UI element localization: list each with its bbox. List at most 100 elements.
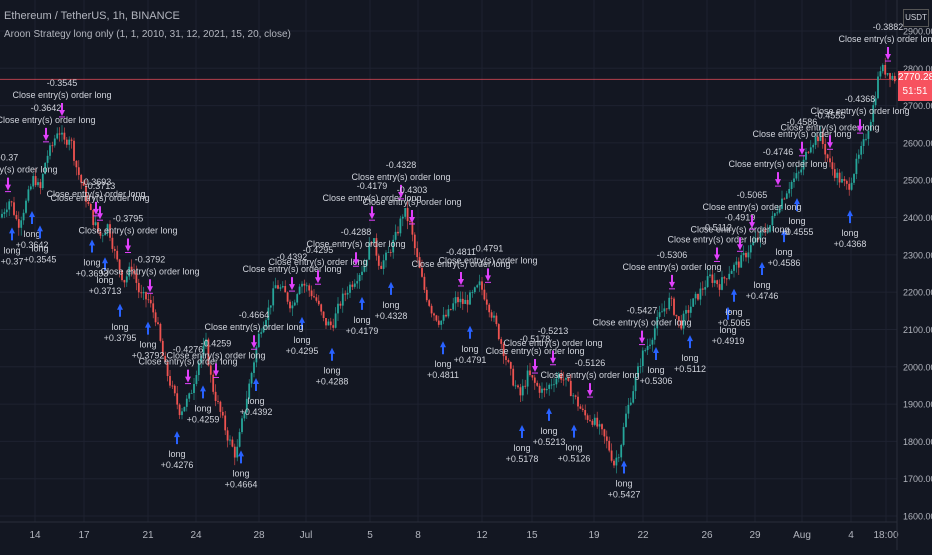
long-entry-arrow [174,431,180,445]
candle-body [466,299,469,305]
long-entry-value: +0.4259 [187,414,220,424]
long-entry-value: +0.5427 [608,489,641,499]
long-entry-value: +0.4664 [225,479,258,489]
candle-body [478,281,481,286]
long-entry-label: long [353,315,370,325]
long-entry-value: +0.4328 [375,311,408,321]
candle-body [725,278,728,280]
candle-body [521,385,524,396]
candle-body [814,136,817,145]
exit-label: Close entry(s) order long [322,193,421,203]
last-price: 2770.28 [898,72,932,83]
candle-body [826,154,829,159]
candle-body [749,245,752,253]
candle-body [77,167,80,175]
candle-body [411,222,414,235]
x-tick-label: 4 [848,530,854,541]
exit-value: -0.5126 [575,358,606,368]
y-tick-label: 2600.00 [903,138,932,148]
long-entry-arrow [519,425,525,439]
exit-arrow [369,206,375,220]
candle-body [133,271,135,274]
y-tick-label: 2900.00 [903,27,932,37]
candle-body [821,131,824,145]
candle-body [315,297,318,301]
candle-body [800,169,803,173]
candle-body [723,277,726,279]
candle-body [668,297,671,310]
candle-body [65,139,68,145]
candle-body [298,286,301,295]
exit-value: -0.4368 [845,94,876,104]
candle-body [745,252,747,258]
candle-body [73,140,75,161]
candle-body [507,359,510,363]
exit-label: Close entry(s) order long [752,129,851,139]
candle-body [291,305,294,309]
candle-body [104,232,107,236]
candle-body [75,160,78,168]
candle-body [207,339,210,366]
candle-body [149,299,152,304]
long-entry-value: +0.5213 [533,437,566,447]
candle-body [805,151,807,160]
candle-body [557,373,560,379]
candle-body [685,309,687,314]
candle-body [692,298,695,307]
candle-body [634,376,637,392]
candle-body [334,313,337,328]
candle-body [214,391,217,401]
candle-body [353,283,356,287]
candle-body [152,303,155,313]
exit-value: -0.4295 [303,245,334,255]
long-entry-arrow [781,229,787,243]
candle-body [567,377,570,381]
candle-body [598,424,601,427]
long-entry-arrow [725,306,731,320]
candle-body [716,280,719,285]
candle-body [85,185,87,202]
candle-body [829,158,831,163]
candle-body [169,376,171,386]
candle-body [80,174,83,183]
candle-body [70,139,73,141]
candle-body [363,265,366,272]
candle-body [886,73,889,75]
candle-body [545,388,548,391]
exit-label: Close entry(s) order long [0,115,96,125]
candle-body [615,457,618,466]
candle-body [351,284,354,287]
exit-arrow [485,268,491,282]
exit-arrow [59,102,65,116]
candle-body [893,75,896,82]
candle-body [327,321,330,326]
candle-body [505,356,507,360]
candle-body [601,424,603,430]
candle-body [154,312,157,323]
long-entry-label: long [540,426,557,436]
study-title[interactable]: Aroon Strategy long only (1, 1, 2010, 31… [4,29,291,40]
candle-body [106,224,109,233]
candle-body [565,377,567,380]
candle-body [308,285,311,291]
candle-body [812,144,815,148]
candle-body [32,176,35,187]
x-tick-label: 22 [637,530,649,541]
candle-body [769,225,771,232]
currency-badge[interactable]: USDT [903,9,929,27]
candle-body [301,283,303,287]
candle-body [195,375,198,384]
candle-body [356,281,359,284]
long-entry-label: long [194,403,211,413]
x-tick-label: 29 [749,530,761,541]
x-tick-label: 8 [415,530,421,541]
exit-value: -0.3882 [873,22,904,32]
long-entry-label: long [323,366,340,376]
y-tick-label: 1900.00 [903,400,932,410]
candle-body [589,419,591,421]
exit-value: -0.5178 [520,334,551,344]
candle-body [473,287,476,293]
candle-body [459,298,462,303]
